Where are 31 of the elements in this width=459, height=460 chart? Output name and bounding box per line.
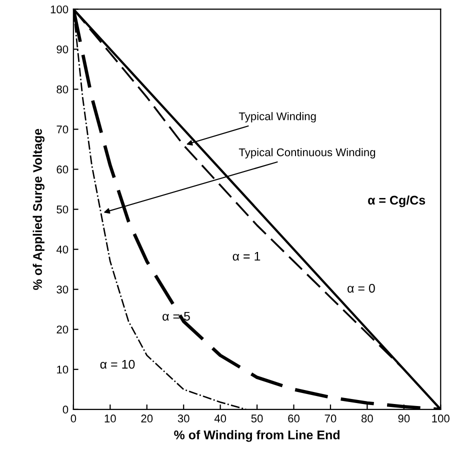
x-tick-label: 0: [70, 414, 76, 422]
x-tick-label: 20: [141, 414, 153, 422]
y-tick-label: 90: [56, 45, 68, 54]
y-tick-label: 50: [56, 206, 68, 214]
y-tick-label: 70: [56, 126, 68, 134]
series-label: α = 5: [162, 312, 190, 321]
x-tick-label: 10: [104, 414, 116, 422]
y-tick-label: 0: [62, 406, 68, 414]
x-tick-label: 50: [251, 414, 263, 422]
y-tick-label: 40: [56, 246, 68, 254]
x-tick-label: 70: [324, 414, 336, 422]
series-label: α = 1: [232, 252, 260, 261]
y-tick-label: 60: [56, 166, 68, 174]
x-tick-label: 90: [398, 414, 410, 422]
x-tick-label: 60: [288, 414, 300, 422]
x-axis-title: % of Winding from Line End: [174, 430, 340, 442]
annotation: Typical Winding: [238, 112, 316, 122]
y-tick-label: 100: [50, 5, 68, 14]
y-tick-label: 30: [56, 286, 68, 294]
annotation: Typical Continuous Winding: [238, 148, 376, 158]
series-label: α = 0: [348, 284, 375, 293]
x-tick-label: 100: [432, 414, 450, 422]
y-axis-title: % of Applied Surge Voltage: [32, 128, 44, 290]
annotation: α = Cg/Cs: [368, 195, 426, 208]
x-tick-label: 80: [362, 414, 373, 422]
series-label: α = 10: [100, 360, 135, 369]
y-tick-label: 80: [56, 86, 68, 94]
x-tick-label: 40: [214, 414, 226, 422]
y-tick-label: 20: [56, 326, 68, 334]
y-tick-label: 10: [57, 366, 68, 374]
x-tick-label: 30: [178, 414, 190, 422]
